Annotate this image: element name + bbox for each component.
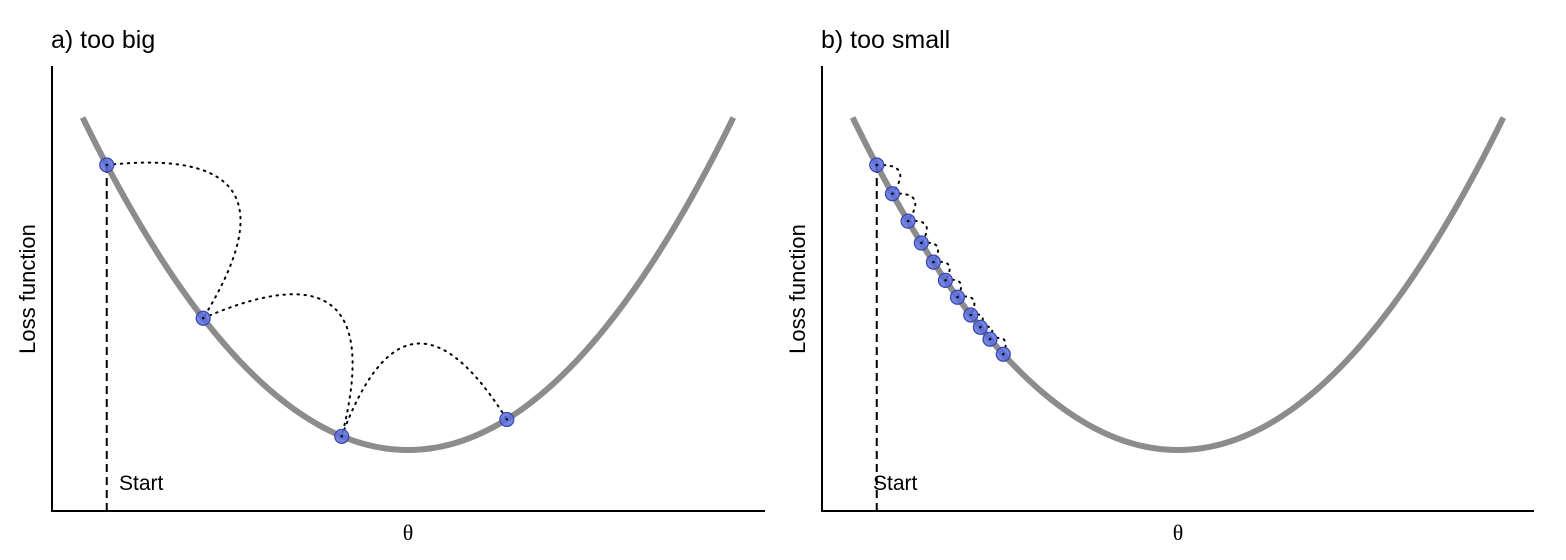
panel-a-loss-curve [79, 116, 737, 454]
panel-a-title: a) too big [51, 26, 155, 54]
panel-b-step-point-center [988, 337, 992, 341]
panel-b-step-point-center [920, 241, 923, 245]
panel-b-step-point-center [969, 313, 972, 317]
panel-b-start-label: Start [873, 472, 918, 495]
panel-b-title: b) too small [821, 26, 950, 54]
panel-a-step-arc [202, 293, 354, 438]
panel-b-step-point-center [906, 219, 910, 223]
panel-b-step-point-center [1002, 353, 1005, 356]
panel-b-step-point-center [932, 260, 935, 264]
panel-a-step-point-center [105, 163, 108, 167]
panel-b-step-point-center [979, 326, 982, 329]
panel-b-x-axis-label: θ [1173, 520, 1184, 545]
panel-b-step-point-center [956, 296, 959, 299]
panel-a-start-label: Start [119, 472, 164, 495]
panel-b-y-axis-label: Loss function [785, 224, 810, 354]
panel-b-step-arc [989, 336, 1007, 356]
panel-b: b) too small Loss function θ Start [785, 26, 1534, 545]
panel-a-x-axis-label: θ [403, 520, 414, 545]
panel-a-y-axis-label: Loss function [15, 224, 40, 354]
panel-a-step-point-center [505, 418, 509, 421]
panel-b-step-point-center [875, 163, 878, 167]
panel-a-step-point-center [340, 435, 343, 438]
panel-b-step-point-center [891, 192, 894, 195]
panel-a-step-arc [340, 342, 508, 438]
panel-a-step-arc [105, 161, 242, 320]
panel-a: a) too big Loss function θ Start [15, 26, 765, 545]
panel-a-step-point-center [201, 317, 205, 320]
panel-b-step-point-center [944, 279, 947, 282]
